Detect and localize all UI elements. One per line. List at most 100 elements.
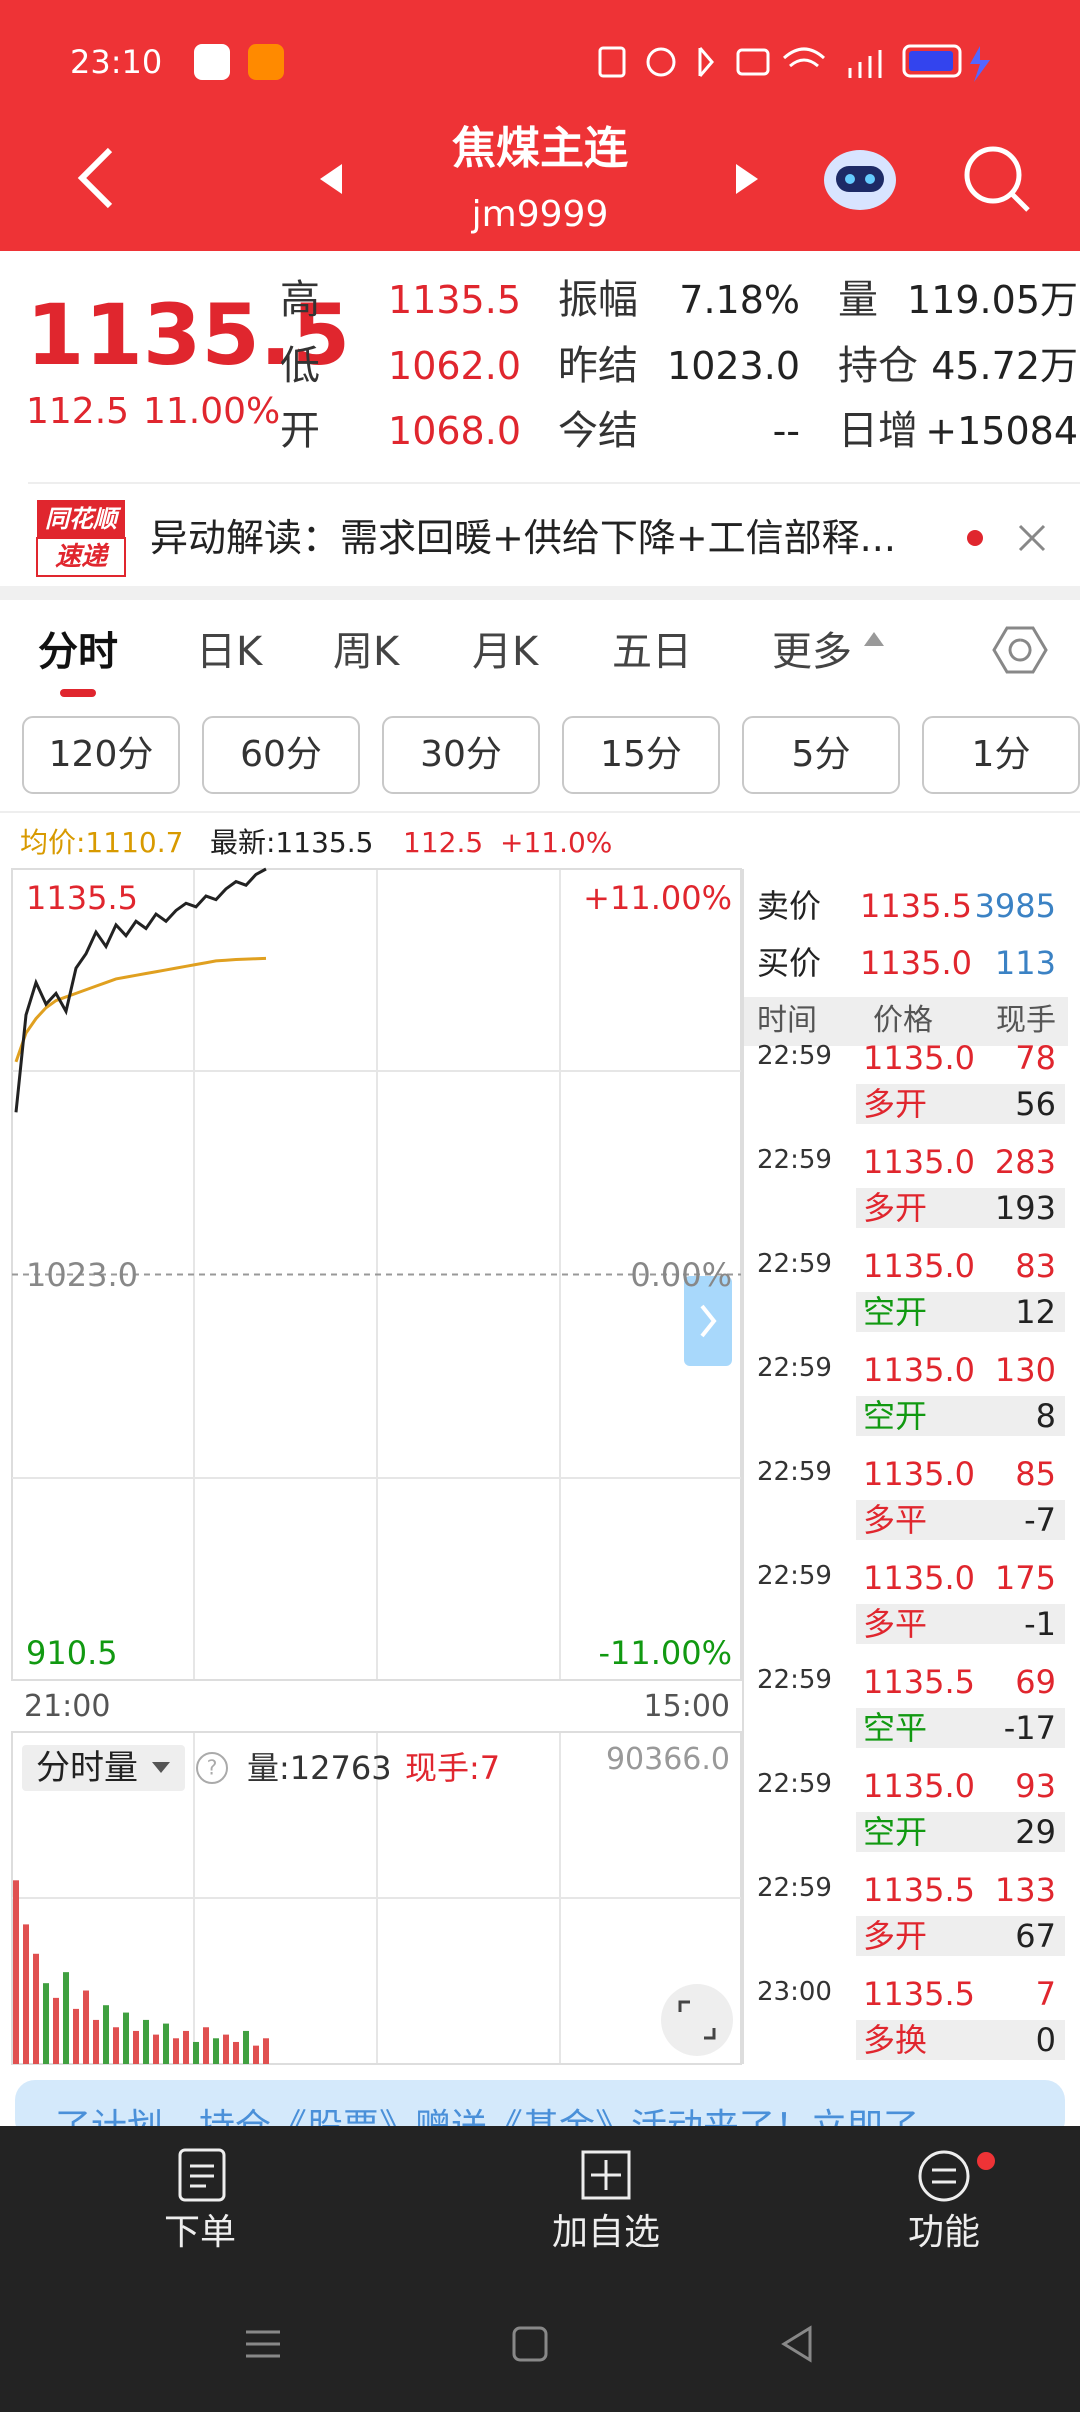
trade-time: 23:00: [757, 1977, 832, 2007]
promo-banner[interactable]: [15, 2080, 1065, 2140]
period-button[interactable]: [202, 716, 360, 794]
tab-indicator: [60, 689, 96, 697]
quote-value: 1062.0: [388, 344, 521, 388]
back-button[interactable]: [77, 147, 113, 209]
volume-bar: [83, 1990, 89, 2064]
volume-bar: [53, 1997, 59, 2064]
change: 112.5: [26, 391, 130, 432]
expand-button[interactable]: [661, 1984, 733, 2056]
side-panel-toggle[interactable]: [684, 1276, 732, 1366]
quote-value: 7.18%: [679, 278, 800, 322]
volume-bar: [223, 2034, 229, 2064]
trade-type: 多平: [863, 1501, 928, 1539]
quote-value: +15084: [925, 409, 1078, 453]
trade-type-bg: [856, 1292, 1065, 1332]
y-tick-label: 910.5: [26, 1634, 118, 1672]
period-button[interactable]: [382, 716, 540, 794]
period-label[interactable]: 15分: [600, 734, 682, 775]
trade-type: 空开: [863, 1293, 928, 1331]
tab[interactable]: 五日: [612, 629, 692, 675]
news-badge-text: 同花顺: [45, 505, 117, 533]
trade-time: 22:59: [757, 1145, 832, 1175]
volume-bar: [93, 2019, 99, 2064]
period-label[interactable]: 120分: [48, 734, 154, 775]
volume-bar: [113, 2027, 119, 2064]
trade-diff: 193: [994, 1189, 1056, 1227]
contract-code: jm9999: [471, 194, 609, 235]
separator: [0, 586, 1080, 600]
trade-time: 22:59: [757, 1041, 832, 1071]
trade-type-bg: [856, 1084, 1065, 1124]
nav-label[interactable]: 加自选: [551, 2212, 661, 2253]
period-button[interactable]: [922, 716, 1080, 794]
prev-contract[interactable]: [320, 164, 342, 194]
robot-button[interactable]: [824, 150, 896, 210]
news-dot: [967, 530, 983, 546]
news-badge-text: 速递: [54, 542, 108, 572]
volume-total: 量:12763: [247, 1749, 392, 1787]
y-tick-label: 1023.0: [26, 1255, 138, 1294]
expand-icon: [678, 2000, 716, 2040]
trades-header: 时间: [757, 1003, 817, 1038]
period-button[interactable]: [562, 716, 720, 794]
x-tick-label: 15:00: [643, 1689, 730, 1724]
quote-value: --: [772, 409, 800, 453]
tab[interactable]: 周K: [333, 629, 400, 675]
book-vol: 3985: [974, 887, 1056, 925]
more-arrow: [864, 632, 884, 646]
quote-label: 日增: [838, 408, 918, 454]
latest-price: 最新:1135.5: [210, 826, 374, 859]
quote-label: 量: [838, 277, 878, 323]
volume-selector[interactable]: [22, 1745, 185, 1791]
period-button[interactable]: [22, 716, 180, 794]
settings-button[interactable]: [992, 626, 1048, 674]
volume-bar: [103, 2005, 109, 2064]
banner-text[interactable]: 了计划，持仓《股票》赠送《基金》活动来了！立即了: [55, 2110, 919, 2127]
period-label[interactable]: 5分: [791, 734, 851, 775]
volume-bar: [63, 1972, 69, 2064]
volume-bar: [143, 2019, 149, 2064]
volume-title[interactable]: 分时量: [36, 1748, 138, 1788]
trade-diff: 12: [1015, 1293, 1056, 1331]
trade-diff: 0: [1035, 2021, 1056, 2059]
trade-price: 1135.0: [863, 1039, 975, 1077]
bottom-nav: [0, 2126, 1080, 2412]
volume-bar: [43, 1983, 49, 2064]
period-button[interactable]: [742, 716, 900, 794]
period-label[interactable]: 30分: [420, 734, 502, 775]
tab[interactable]: 分时: [38, 629, 118, 675]
trade-price: 1135.5: [863, 1871, 975, 1909]
period-label[interactable]: 60分: [240, 734, 322, 775]
nav-label[interactable]: 下单: [163, 2212, 237, 2253]
help-icon[interactable]: [196, 1752, 228, 1784]
trade-type: 空开: [863, 1397, 928, 1435]
volume-bar: [213, 2038, 219, 2064]
quote-value: 1068.0: [388, 409, 521, 453]
book-label: 买价: [757, 944, 822, 982]
volume-bar: [123, 2012, 129, 2064]
trade-type-bg: [856, 1188, 1065, 1228]
battery-level: [909, 51, 953, 71]
next-contract[interactable]: [736, 164, 758, 194]
nav-badge: [977, 2152, 995, 2170]
trade-time: 22:59: [757, 1665, 832, 1695]
search-button[interactable]: [964, 146, 1030, 212]
news-close[interactable]: [1018, 524, 1046, 552]
tab[interactable]: 更多: [772, 629, 852, 675]
volume-bar: [13, 1880, 19, 2064]
trade-time: 22:59: [757, 1249, 832, 1279]
news-text[interactable]: 异动解读：需求回暖+供给下降+工信部释...: [150, 516, 896, 560]
quote-label: 昨结: [558, 343, 638, 389]
quote-label: 低: [280, 343, 320, 389]
period-label[interactable]: 1分: [971, 734, 1031, 775]
status-icons: [598, 46, 882, 78]
tab[interactable]: 日K: [196, 629, 263, 675]
quote-value: 119.05万: [907, 278, 1078, 322]
volume-bar: [233, 2041, 239, 2064]
info-pct: +11.0%: [500, 826, 613, 859]
toggle-arrow: [700, 1304, 717, 1338]
nav-label[interactable]: 功能: [907, 2212, 981, 2253]
volume-bar: [203, 2027, 209, 2064]
volume-bar: [263, 2038, 269, 2064]
tab[interactable]: 月K: [472, 629, 539, 675]
